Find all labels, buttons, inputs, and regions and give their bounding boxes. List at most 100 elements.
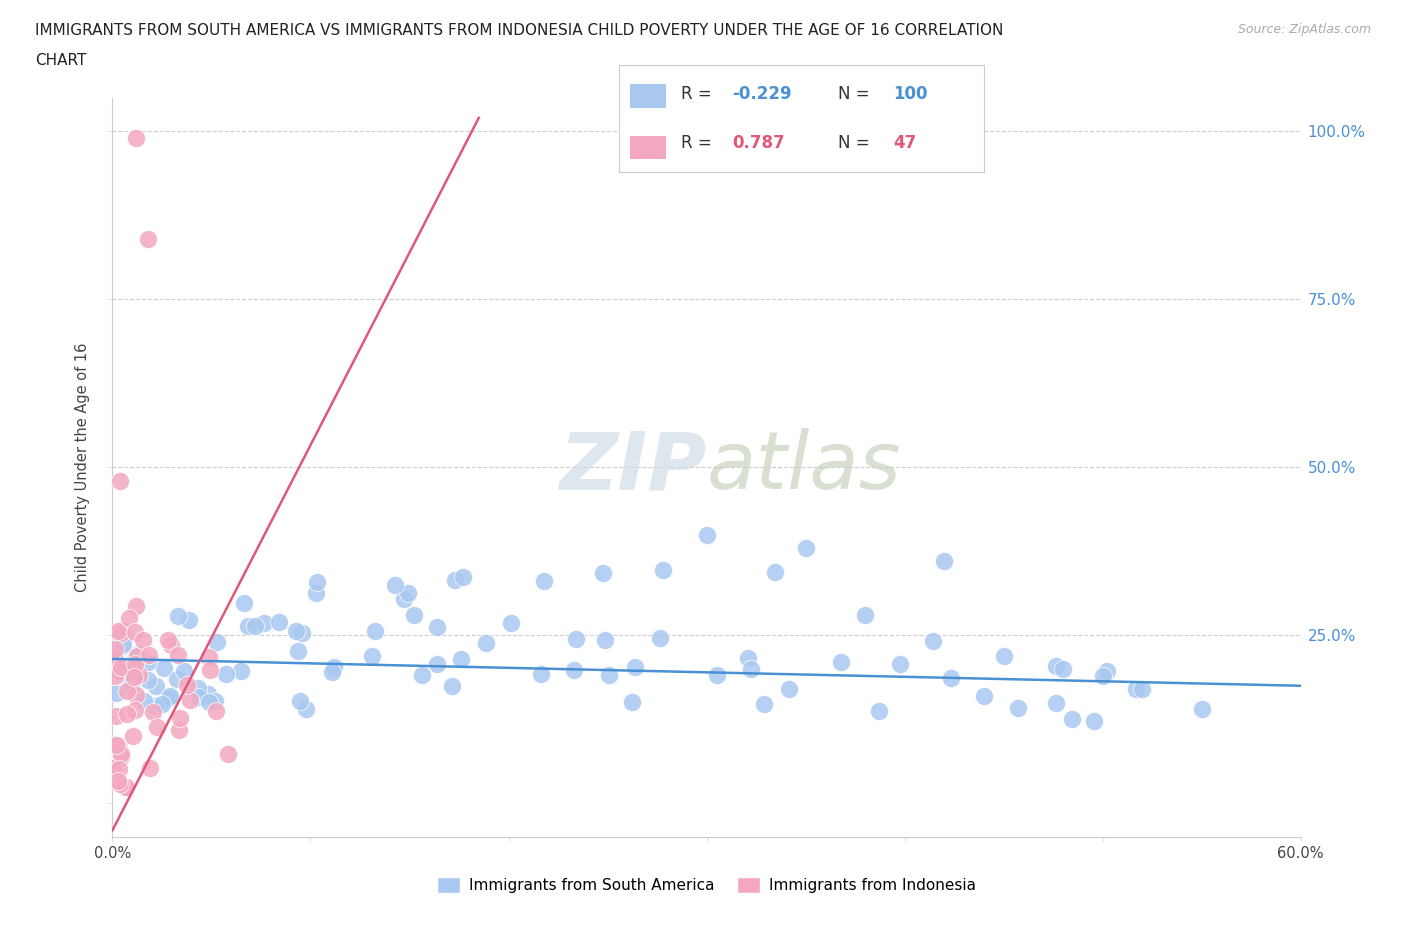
- Point: [291, 626, 314, 641]
- Point: [124, 625, 146, 640]
- Point: [624, 659, 647, 674]
- Point: [451, 570, 474, 585]
- Point: [288, 694, 311, 709]
- Point: [159, 638, 181, 653]
- Point: [104, 737, 127, 752]
- Point: [198, 695, 221, 710]
- Point: [120, 677, 142, 692]
- Point: [364, 623, 387, 638]
- Text: atlas: atlas: [707, 429, 901, 506]
- Text: ZIP: ZIP: [560, 429, 707, 506]
- Text: IMMIGRANTS FROM SOUTH AMERICA VS IMMIGRANTS FROM INDONESIA CHILD POVERTY UNDER T: IMMIGRANTS FROM SOUTH AMERICA VS IMMIGRA…: [35, 23, 1004, 38]
- Point: [115, 706, 138, 721]
- Point: [295, 701, 318, 716]
- Point: [104, 642, 127, 657]
- Point: [921, 633, 943, 648]
- Point: [198, 662, 221, 677]
- Point: [179, 692, 201, 707]
- Point: [104, 669, 127, 684]
- Point: [115, 684, 138, 699]
- Point: [1045, 659, 1067, 674]
- Point: [111, 639, 134, 654]
- Point: [142, 705, 165, 720]
- Point: [110, 473, 132, 488]
- Y-axis label: Child Poverty Under the Age of 16: Child Poverty Under the Age of 16: [75, 342, 90, 592]
- Point: [122, 670, 145, 684]
- Point: [411, 668, 433, 683]
- Point: [706, 668, 728, 683]
- Point: [115, 779, 138, 794]
- Point: [125, 598, 148, 613]
- Point: [1060, 711, 1083, 726]
- Point: [115, 779, 138, 794]
- Point: [197, 686, 219, 701]
- Point: [205, 635, 228, 650]
- Point: [740, 661, 762, 676]
- Point: [125, 688, 148, 703]
- Point: [108, 777, 131, 791]
- Point: [229, 663, 252, 678]
- Point: [127, 646, 149, 661]
- Point: [598, 668, 620, 683]
- Point: [778, 682, 800, 697]
- Point: [124, 657, 146, 671]
- Text: R =: R =: [681, 85, 717, 103]
- Text: -0.229: -0.229: [733, 85, 792, 103]
- Point: [269, 614, 291, 629]
- Point: [204, 694, 226, 709]
- Point: [114, 625, 136, 640]
- Point: [176, 678, 198, 693]
- Point: [384, 578, 406, 592]
- Point: [402, 607, 425, 622]
- Point: [530, 666, 553, 681]
- Point: [651, 563, 673, 578]
- Point: [621, 695, 644, 710]
- Point: [593, 632, 616, 647]
- Point: [889, 656, 911, 671]
- Point: [499, 616, 522, 631]
- Point: [205, 703, 228, 718]
- Point: [136, 232, 159, 246]
- Point: [763, 565, 786, 579]
- Point: [167, 648, 190, 663]
- Point: [304, 586, 326, 601]
- Point: [1045, 696, 1067, 711]
- Point: [392, 591, 415, 606]
- Point: [112, 624, 135, 639]
- Point: [139, 760, 162, 775]
- Point: [973, 688, 995, 703]
- Point: [215, 666, 238, 681]
- Point: [103, 653, 125, 668]
- Point: [112, 637, 135, 652]
- Point: [444, 573, 467, 588]
- Point: [159, 688, 181, 703]
- Point: [186, 681, 208, 696]
- Point: [103, 761, 125, 776]
- Point: [1083, 714, 1105, 729]
- Point: [1052, 661, 1074, 676]
- Point: [1091, 669, 1114, 684]
- Point: [150, 697, 173, 711]
- Point: [138, 647, 160, 662]
- Point: [1191, 702, 1213, 717]
- Point: [284, 623, 307, 638]
- Point: [156, 632, 179, 647]
- Point: [305, 575, 328, 590]
- Point: [450, 651, 472, 666]
- Point: [111, 665, 134, 680]
- Point: [440, 679, 463, 694]
- Point: [132, 632, 155, 647]
- Point: [243, 618, 266, 633]
- Point: [173, 663, 195, 678]
- Text: 0.787: 0.787: [733, 134, 785, 153]
- Point: [396, 585, 419, 600]
- Point: [188, 689, 211, 704]
- Text: 47: 47: [893, 134, 917, 153]
- Point: [565, 631, 588, 646]
- Point: [1095, 664, 1118, 679]
- Point: [830, 655, 852, 670]
- Point: [124, 653, 146, 668]
- Point: [107, 737, 129, 752]
- Point: [941, 671, 963, 685]
- Text: Source: ZipAtlas.com: Source: ZipAtlas.com: [1237, 23, 1371, 36]
